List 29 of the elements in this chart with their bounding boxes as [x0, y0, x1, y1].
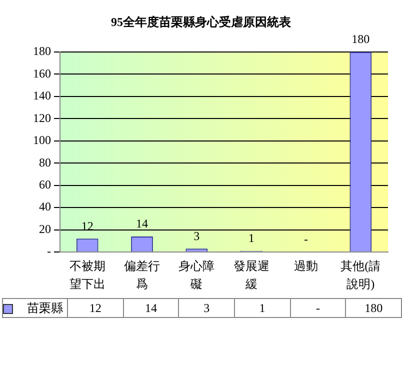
data-label: 1: [234, 298, 290, 318]
text: 3: [194, 228, 200, 243]
y-tick-label: 60: [39, 177, 51, 192]
data-label: 12: [68, 298, 124, 318]
y-tick-label: 120: [33, 110, 51, 125]
text: 1: [248, 231, 254, 246]
y-tick-label: 140: [33, 88, 51, 103]
chart-title: 95全年度苗栗縣身心受虐原因統表: [110, 14, 292, 31]
text: 苗栗縣: [2, 298, 68, 318]
x-tick-label: 其他(請說明): [340, 259, 381, 292]
y-tick-label: -: [47, 244, 51, 258]
y-tick-label: 80: [39, 155, 51, 170]
text: 14: [136, 216, 148, 231]
y-tick-label: 160: [33, 66, 51, 80]
x-tick-label: 過動: [294, 259, 318, 274]
text: -: [304, 232, 308, 246]
x-tick-label: 發展遲緩: [233, 259, 270, 292]
x-tick-label: 身心障礙: [178, 259, 215, 292]
text: 180: [352, 32, 370, 46]
data-label: 14: [123, 298, 179, 318]
data-label: -: [290, 298, 346, 318]
data-label: 3: [178, 298, 234, 318]
y-tick-label: 100: [33, 133, 51, 148]
x-tick-label: 偏差行爲: [124, 259, 160, 292]
data-label: 180: [346, 298, 402, 318]
y-tick-label: 40: [39, 200, 51, 214]
x-tick-label: 不被期望下出: [69, 259, 106, 292]
y-tick-label: 20: [39, 222, 51, 236]
y-tick-label: 180: [33, 44, 51, 58]
